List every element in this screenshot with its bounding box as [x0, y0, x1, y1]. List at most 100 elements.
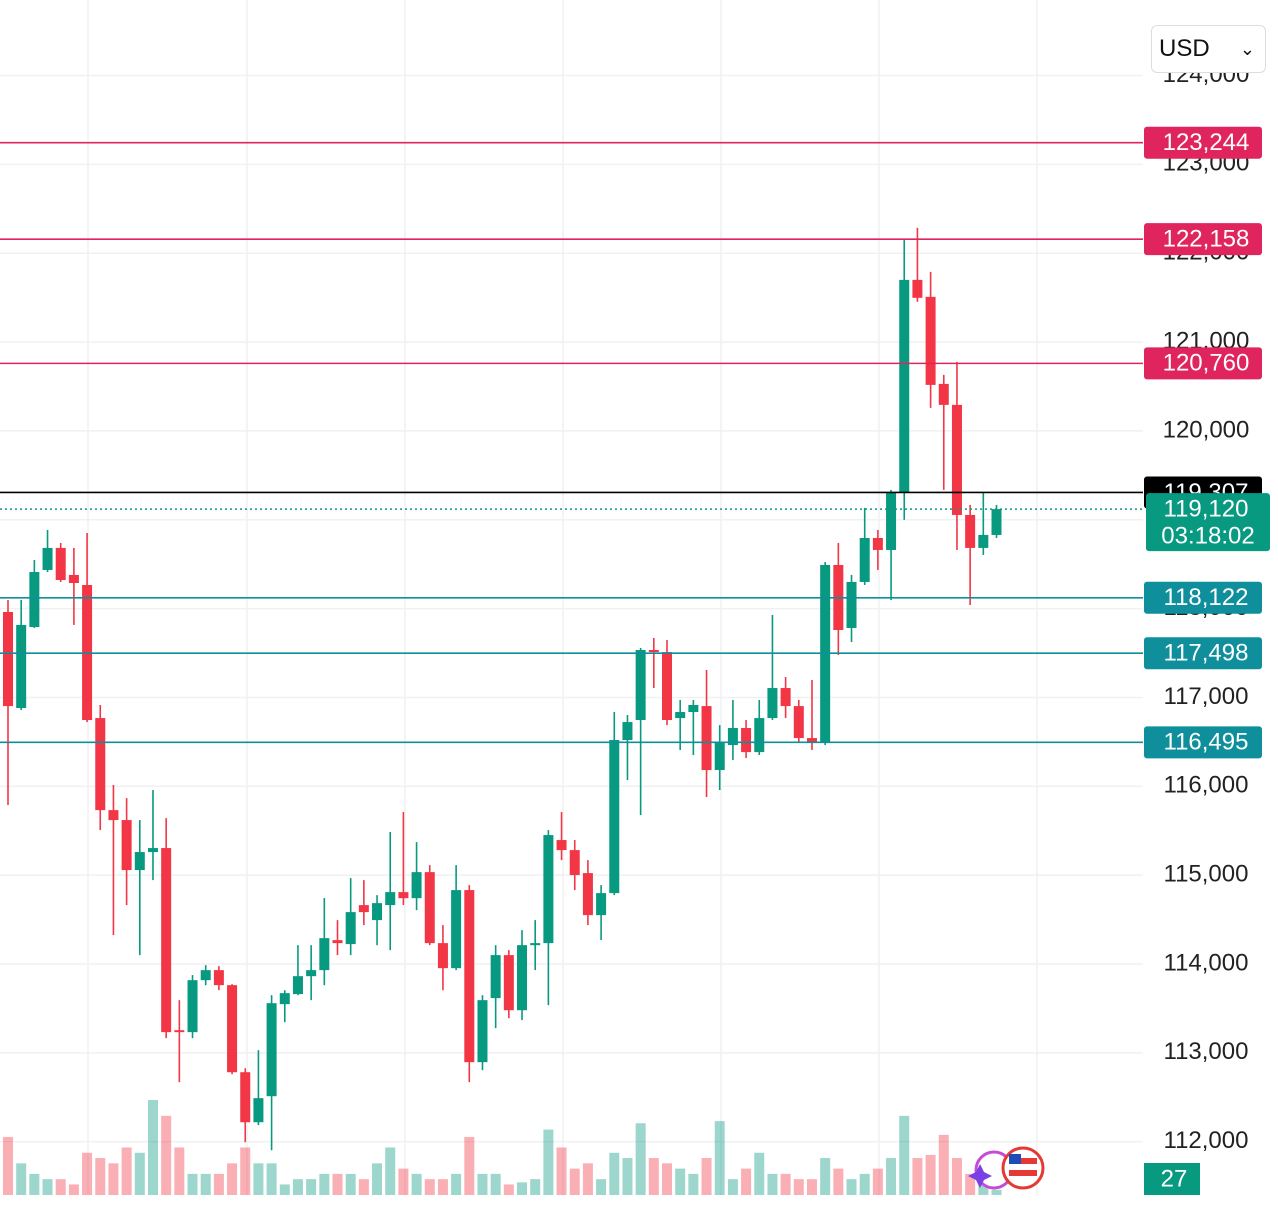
volume-bar: [648, 1158, 659, 1195]
volume-bar: [55, 1179, 66, 1195]
candle-body: [648, 650, 659, 653]
volume-bar: [556, 1147, 567, 1195]
candle-body: [187, 980, 198, 1033]
volume-bar: [161, 1115, 172, 1195]
candle-body: [42, 547, 53, 570]
candle-body: [464, 890, 475, 1063]
candle-body: [780, 688, 791, 707]
volume-bar: [846, 1179, 857, 1195]
price-level-box: [1144, 637, 1262, 670]
price-level-label: 123,244: [1163, 129, 1250, 156]
price-level-label: 116,495: [1164, 729, 1249, 756]
candle-body: [16, 624, 27, 709]
volume-bar: [517, 1182, 528, 1195]
volume-bar: [912, 1158, 923, 1195]
volume-bar: [727, 1179, 738, 1195]
volume-bar: [543, 1129, 554, 1195]
candle-body: [938, 383, 949, 405]
candle-body: [886, 492, 897, 550]
candle-body: [609, 740, 620, 894]
candle-body: [29, 572, 40, 627]
candle-body: [68, 574, 79, 584]
candle-body: [899, 279, 910, 493]
volume-bar: [68, 1184, 79, 1195]
volume-bar: [872, 1168, 883, 1195]
volume-bar: [833, 1168, 844, 1195]
candle-body: [306, 970, 317, 977]
candle-body: [925, 296, 936, 385]
volume-bar: [754, 1152, 765, 1195]
volume-bar: [108, 1163, 119, 1195]
candle-body: [622, 722, 633, 741]
volume-bar: [82, 1152, 93, 1195]
candle-body: [596, 893, 607, 916]
volume-bar: [701, 1158, 712, 1195]
volume-bar: [29, 1173, 40, 1195]
volume-bar: [951, 1158, 962, 1195]
candle-body: [213, 970, 224, 986]
candle-body: [3, 611, 13, 707]
candle-body: [279, 993, 290, 1005]
volume-bar: [530, 1179, 541, 1195]
candle-body: [951, 404, 962, 515]
volume-bar: [385, 1147, 396, 1195]
volume-bar: [121, 1147, 132, 1195]
volume-bar: [266, 1163, 277, 1195]
volume-bar: [292, 1179, 303, 1195]
volume-bar: [134, 1152, 145, 1195]
candle-body: [385, 892, 396, 906]
candle-body: [227, 985, 238, 1073]
candle-body: [437, 943, 448, 969]
currency-select[interactable]: USD ⌄: [1151, 25, 1266, 73]
price-level-label: 117,498: [1164, 640, 1249, 667]
volume-bar: [200, 1173, 211, 1195]
candle-body: [95, 718, 106, 811]
candle-body: [714, 742, 725, 771]
candle-body: [134, 852, 145, 871]
volume-bar: [965, 1173, 976, 1195]
candle-body: [872, 537, 883, 550]
volume-bar: [398, 1168, 409, 1195]
volume-bar: [464, 1136, 475, 1195]
volume-bar: [424, 1179, 435, 1195]
volume-bar: [174, 1147, 185, 1195]
candle-body: [582, 873, 593, 916]
candle-body: [675, 712, 686, 719]
chevron: ⌄: [1239, 39, 1255, 59]
last-price-box: [1146, 493, 1270, 552]
volume-bar: [319, 1173, 330, 1195]
price-level-box: [1144, 126, 1262, 159]
candle-body: [517, 945, 528, 1011]
y-tick-label: 112,000: [1164, 1127, 1249, 1154]
candle-body: [490, 955, 501, 999]
candle-body: [411, 872, 422, 899]
price-level-label: 118,122: [1164, 584, 1249, 611]
countdown: 03:18:02: [1161, 522, 1254, 549]
icons: [968, 1146, 1045, 1190]
candle-body: [240, 1072, 251, 1123]
candle-body: [688, 705, 699, 713]
volume-bar: [938, 1134, 949, 1195]
candle-body: [754, 718, 765, 753]
candle-body: [991, 509, 1002, 535]
candle-body: [965, 514, 976, 548]
volume-bar: [306, 1179, 317, 1195]
volume-bar: [688, 1173, 699, 1195]
volume-bar: [213, 1173, 224, 1195]
volume-bar: [477, 1173, 488, 1195]
volume-bar: [227, 1163, 238, 1195]
candle-body: [978, 534, 989, 548]
volume-bar: [609, 1152, 620, 1195]
y-tick-label: 117,000: [1164, 683, 1249, 710]
candle-body: [662, 652, 672, 721]
y-tick-label: 113,000: [1164, 1038, 1249, 1065]
candle-body: [121, 820, 132, 871]
volume-bar: [3, 1136, 13, 1195]
volume-bar: [741, 1168, 752, 1195]
volume-bar: [582, 1163, 593, 1195]
candle-body: [741, 728, 752, 753]
volume-bar: [16, 1163, 27, 1195]
volume-bar: [95, 1158, 106, 1195]
volume-badge-box: [1144, 1163, 1200, 1195]
